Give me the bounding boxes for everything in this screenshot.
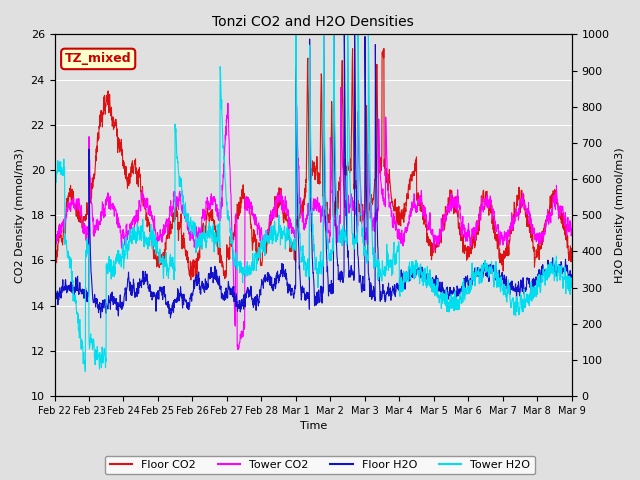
Floor H2O	[553, 266, 561, 272]
Tower H2O	[568, 285, 575, 290]
Tower CO2	[77, 207, 84, 213]
Tower CO2	[303, 219, 310, 225]
Floor CO2	[51, 263, 58, 268]
Floor H2O	[554, 270, 561, 276]
Tower CO2	[234, 347, 242, 352]
Legend: Floor CO2, Tower CO2, Floor H2O, Tower H2O: Floor CO2, Tower CO2, Floor H2O, Tower H…	[105, 456, 535, 474]
Tower H2O	[51, 182, 58, 188]
Floor CO2	[458, 233, 466, 239]
Y-axis label: CO2 Density (mmol/m3): CO2 Density (mmol/m3)	[15, 148, 25, 283]
Tower H2O	[303, 273, 310, 278]
Line: Tower H2O: Tower H2O	[54, 35, 572, 372]
Tower H2O	[553, 271, 561, 277]
Tower CO2	[553, 199, 561, 205]
Floor H2O	[289, 288, 296, 293]
Floor CO2	[380, 46, 388, 51]
Tower CO2	[458, 220, 466, 226]
Floor H2O	[77, 288, 84, 294]
Floor CO2	[77, 216, 84, 221]
Y-axis label: H2O Density (mmol/m3): H2O Density (mmol/m3)	[615, 147, 625, 283]
Line: Tower CO2: Tower CO2	[54, 75, 572, 349]
Tower H2O	[77, 344, 84, 349]
Floor CO2	[553, 201, 561, 207]
Tower H2O	[458, 286, 466, 291]
Title: Tonzi CO2 and H2O Densities: Tonzi CO2 and H2O Densities	[212, 15, 414, 29]
Floor CO2	[568, 258, 575, 264]
Tower CO2	[568, 226, 575, 232]
Tower H2O	[289, 248, 296, 253]
Floor H2O	[166, 315, 174, 321]
Tower CO2	[51, 233, 58, 239]
Floor CO2	[554, 201, 561, 206]
Floor H2O	[303, 293, 310, 299]
X-axis label: Time: Time	[300, 421, 327, 432]
Tower CO2	[554, 197, 561, 203]
Floor CO2	[192, 279, 200, 285]
Tower H2O	[81, 369, 89, 374]
Floor H2O	[458, 285, 466, 291]
Tower H2O	[292, 32, 300, 37]
Tower CO2	[292, 72, 300, 78]
Tower H2O	[554, 278, 561, 284]
Floor CO2	[289, 240, 296, 245]
Line: Floor CO2: Floor CO2	[54, 48, 572, 282]
Text: TZ_mixed: TZ_mixed	[65, 52, 131, 65]
Floor H2O	[51, 299, 58, 304]
Tower CO2	[289, 228, 296, 234]
Line: Floor H2O: Floor H2O	[54, 35, 572, 318]
Floor H2O	[330, 32, 337, 37]
Floor CO2	[303, 180, 310, 185]
Floor H2O	[568, 275, 575, 281]
